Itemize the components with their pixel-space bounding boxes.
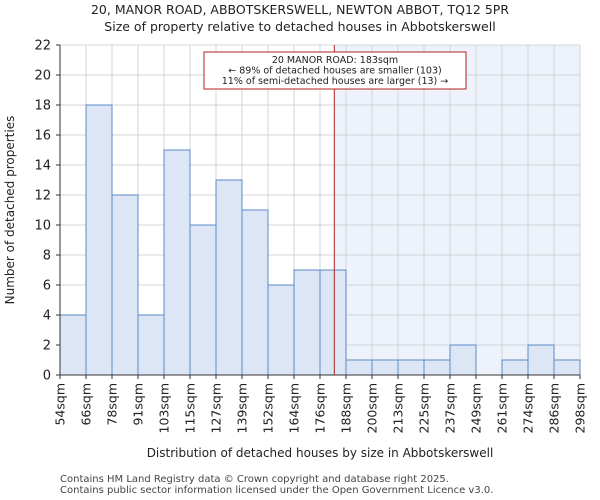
x-tick-label: 225sqm — [417, 383, 432, 433]
annotation-text: ← 89% of detached houses are smaller (10… — [228, 66, 441, 77]
bar — [241, 209, 269, 376]
bar — [345, 359, 373, 376]
bar — [85, 104, 113, 376]
bar — [111, 194, 139, 376]
x-tick-label: 188sqm — [339, 383, 354, 433]
x-tick-label: 200sqm — [365, 383, 380, 433]
bar — [267, 284, 295, 376]
bar — [137, 314, 165, 376]
bar — [423, 359, 451, 376]
annotation-text: 20 MANOR ROAD: 183sqm — [272, 55, 398, 66]
x-tick-label: 54sqm — [53, 383, 68, 426]
x-tick-label: 249sqm — [469, 383, 484, 433]
x-tick-label: 139sqm — [235, 383, 250, 433]
x-tick-label: 78sqm — [105, 383, 120, 426]
x-tick-label: 237sqm — [443, 383, 458, 433]
y-tick-label: 2 — [43, 339, 51, 354]
y-tick-label: 14 — [34, 159, 51, 174]
bar — [293, 269, 321, 376]
x-tick-label: 115sqm — [183, 383, 198, 433]
bar — [553, 359, 581, 376]
x-axis-label: Distribution of detached houses by size … — [147, 446, 494, 460]
bar — [449, 344, 477, 376]
x-tick-label: 298sqm — [573, 383, 588, 433]
x-tick-label: 274sqm — [521, 383, 536, 433]
chart-title: 20, MANOR ROAD, ABBOTSKERSWELL, NEWTON A… — [90, 2, 510, 17]
footer-line-2: Contains public sector information licen… — [60, 485, 494, 496]
x-tick-label: 213sqm — [391, 383, 406, 433]
x-tick-label: 164sqm — [287, 383, 302, 433]
y-tick-label: 0 — [43, 369, 51, 384]
x-tick-label: 286sqm — [547, 383, 562, 433]
y-tick-label: 10 — [34, 219, 51, 234]
x-tick-label: 66sqm — [79, 383, 94, 426]
bar — [59, 314, 87, 376]
x-tick-label: 103sqm — [157, 383, 172, 433]
bar — [527, 344, 555, 376]
bar — [215, 179, 243, 376]
y-tick-label: 16 — [34, 129, 51, 144]
bar — [371, 359, 399, 376]
bar — [397, 359, 425, 376]
x-tick-label: 152sqm — [261, 383, 276, 433]
highlight-region — [334, 45, 580, 375]
bar — [319, 269, 347, 376]
x-tick-label: 127sqm — [209, 383, 224, 433]
y-tick-label: 4 — [43, 309, 51, 324]
x-tick-label: 261sqm — [495, 383, 510, 433]
annotation-box — [203, 51, 467, 90]
y-tick-label: 20 — [34, 69, 51, 84]
y-axis-label: Number of detached properties — [3, 116, 17, 305]
x-tick-label: 176sqm — [313, 383, 328, 433]
footer-line-1: Contains HM Land Registry data © Crown c… — [60, 474, 449, 485]
y-tick-label: 8 — [43, 249, 51, 264]
y-tick-label: 22 — [34, 39, 51, 54]
x-tick-label: 91sqm — [131, 383, 146, 426]
bar — [163, 149, 191, 376]
bar — [501, 359, 529, 376]
chart-subtitle: Size of property relative to detached ho… — [104, 19, 496, 34]
annotation-text: 11% of semi-detached houses are larger (… — [222, 76, 449, 87]
y-tick-label: 18 — [34, 99, 51, 114]
bar — [189, 224, 217, 376]
y-tick-label: 12 — [34, 189, 51, 204]
y-tick-label: 6 — [43, 279, 51, 294]
